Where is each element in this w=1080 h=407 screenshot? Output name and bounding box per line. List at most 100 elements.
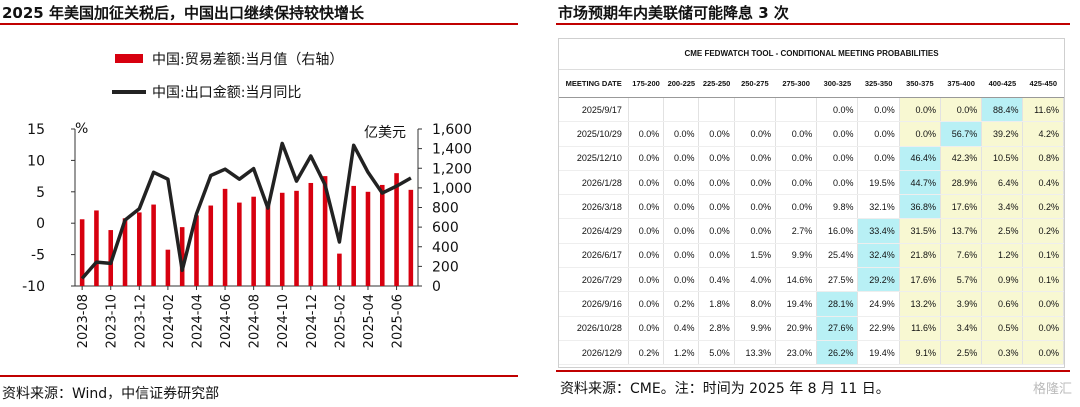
probability-cell: 1.2%	[981, 243, 1024, 269]
probability-cell: 0.0%	[663, 267, 700, 293]
probability-cell: 5.7%	[940, 267, 983, 293]
table-row: 2026/6/17 0.0% 0.0% 0.0% 1.5% 9.9% 25.4% 32.4% 2…	[559, 243, 1064, 269]
probability-cell: 36.8%	[899, 194, 941, 220]
legend-label-trade-balance: 中国:贸易差额:当月值（右轴）	[152, 52, 343, 68]
right-axis-tick-label: 200	[432, 259, 459, 275]
probability-cell: 2.8%	[698, 316, 735, 341]
trade-balance-bar	[365, 191, 371, 286]
meeting-date-cell: 2025/9/17	[559, 97, 629, 123]
trade-balance-bar	[308, 182, 314, 286]
fedwatch-column-header: 225-250	[698, 70, 735, 98]
trade-balance-bar	[179, 227, 185, 286]
probability-cell: 0.0%	[734, 170, 776, 196]
left-title-rule	[0, 23, 518, 25]
right-panel-title: 市场预期年内美联储可能降息 3 次	[558, 4, 789, 22]
probability-cell: 0.1%	[1022, 243, 1064, 269]
probability-cell: 9.1%	[899, 340, 941, 366]
trade-balance-bar	[94, 210, 99, 286]
trade-balance-bar	[379, 184, 385, 286]
right-axis-tick-label: 1,600	[432, 122, 472, 138]
probability-cell: 0.0%	[663, 243, 700, 269]
x-axis-tick-label: 2023-08	[76, 294, 91, 348]
fedwatch-header-row: MEETING DATE 175-200 200-225 225-250 250-275…	[559, 70, 1064, 98]
meeting-date-cell: 2026/1/28	[559, 170, 629, 196]
probability-cell: 16.0%	[816, 218, 859, 244]
probability-cell: 2.7%	[775, 218, 818, 244]
probability-cell: 0.0%	[816, 146, 859, 171]
trade-balance-bar	[322, 176, 328, 286]
right-axis-tick-label: 0	[432, 279, 441, 295]
meeting-date-cell: 2026/9/16	[559, 291, 629, 317]
legend-swatch-trade-balance	[115, 54, 143, 63]
probability-cell: 0.0%	[857, 121, 900, 147]
table-row: 2025/10/29 0.0% 0.0% 0.0% 0.0% 0.0% 0.0% 0.0% 0.…	[559, 121, 1064, 147]
trade-balance-bar	[294, 190, 299, 286]
table-row: 2026/10/28 0.0% 0.4% 2.8% 9.9% 20.9% 27.6% 22.9…	[559, 316, 1064, 341]
probability-cell: 0.0%	[816, 97, 859, 123]
probability-cell: 0.0%	[628, 146, 665, 171]
x-axis-tick-label: 2024-12	[305, 294, 320, 348]
probability-cell: 21.8%	[899, 243, 941, 269]
probability-cell: 0.1%	[1022, 267, 1064, 293]
table-row: 2025/12/10 0.0% 0.0% 0.0% 0.0% 0.0% 0.0% 0.0% 46…	[559, 146, 1064, 171]
left-axis-tick-label: 5	[36, 185, 45, 201]
fedwatch-column-header: 300-325	[816, 70, 858, 98]
left-axis-tick-label: -10	[22, 279, 45, 295]
table-row: 2025/9/17 0.0% 0.0% 0.0% 0.0% 88.4% 11.6%	[559, 97, 1064, 123]
probability-cell: 9.9%	[775, 243, 818, 269]
right-title-rule	[556, 23, 1070, 25]
probability-cell: 0.0%	[628, 316, 665, 341]
probability-cell: 27.5%	[816, 267, 859, 293]
probability-cell: 0.6%	[981, 291, 1024, 317]
probability-cell: 0.2%	[628, 340, 665, 366]
probability-cell: 5.0%	[698, 340, 735, 366]
probability-cell: 0.0%	[698, 121, 735, 147]
probability-cell: 0.0%	[775, 170, 818, 196]
x-axis-tick-label: 2024-08	[248, 294, 263, 348]
probability-cell: 0.0%	[628, 291, 665, 317]
x-axis-tick-label: 2024-02	[162, 294, 177, 348]
probability-cell: 0.0%	[734, 121, 776, 147]
probability-cell: 14.6%	[775, 267, 818, 293]
probability-cell: 0.0%	[775, 194, 818, 220]
probability-cell: 0.0%	[628, 194, 665, 220]
probability-cell: 19.5%	[857, 170, 900, 196]
fedwatch-column-header: 275-300	[775, 70, 817, 98]
export-yoy-line	[80, 141, 412, 280]
x-axis-tick-label: 2024-06	[219, 294, 234, 348]
probability-cell: 0.0%	[663, 194, 700, 220]
probability-cell	[698, 97, 735, 123]
probability-cell: 3.9%	[940, 291, 983, 317]
probability-cell: 27.6%	[816, 316, 859, 341]
trade-balance-bar	[137, 212, 142, 286]
probability-cell: 0.4%	[663, 316, 700, 341]
probability-cell: 0.0%	[816, 170, 859, 196]
probability-cell: 0.0%	[628, 243, 665, 269]
trade-balance-bar	[337, 253, 342, 286]
probability-cell: 3.4%	[940, 316, 983, 341]
trade-balance-bar	[408, 189, 414, 286]
x-axis-tick-label: 2025-06	[391, 294, 406, 348]
probability-cell: 9.9%	[734, 316, 776, 341]
probability-cell: 1.2%	[663, 340, 700, 366]
probability-cell: 0.0%	[775, 121, 818, 147]
x-axis-tick-label: 2025-04	[362, 294, 377, 348]
left-axis-tick-label: -5	[31, 248, 45, 264]
fedwatch-column-header: 425-450	[1022, 70, 1064, 98]
table-row: 2026/12/9 0.2% 1.2% 5.0% 13.3% 23.0% 26.2% 19.4…	[559, 340, 1064, 366]
left-axis-unit: %	[75, 121, 88, 137]
right-axis-tick-label: 600	[432, 220, 459, 236]
right-source-note: 资料来源：CME。注：时间为 2025 年 8 月 11 日。	[560, 381, 890, 397]
left-panel-title: 2025 年美国加征关税后，中国出口继续保持较快增长	[2, 4, 364, 22]
probability-cell: 22.9%	[857, 316, 900, 341]
probability-cell: 4.2%	[1022, 121, 1064, 147]
probability-cell: 0.4%	[698, 267, 735, 293]
probability-cell: 7.6%	[940, 243, 983, 269]
x-axis-tick-label: 2023-12	[133, 294, 148, 348]
fedwatch-column-header: 250-275	[734, 70, 776, 98]
probability-cell: 0.4%	[1022, 170, 1064, 196]
fedwatch-table: MEETING DATE 175-200 200-225 225-250 250-275…	[559, 70, 1064, 366]
probability-cell: 0.2%	[663, 291, 700, 317]
probability-cell: 0.5%	[981, 316, 1024, 341]
x-axis-tick-label: 2024-10	[276, 294, 291, 348]
